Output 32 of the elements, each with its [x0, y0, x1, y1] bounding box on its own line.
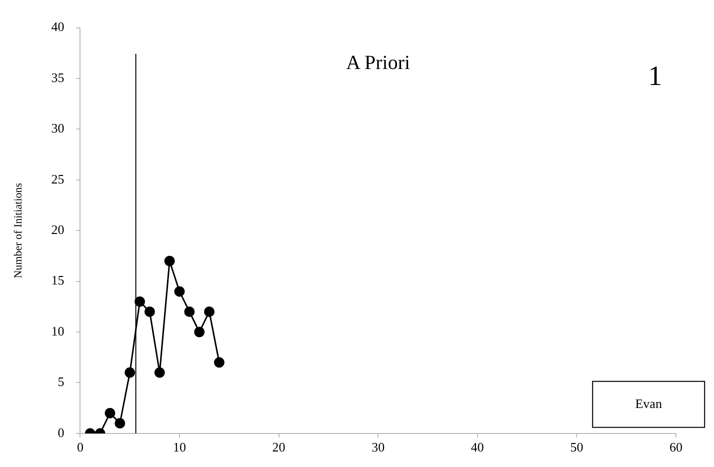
- y-tick-label: 15: [51, 272, 64, 288]
- point: [134, 296, 146, 307]
- y-tick-label: 40: [51, 19, 64, 34]
- point: [104, 408, 116, 418]
- annotation: 1: [648, 61, 662, 92]
- y-axis-title: Number of Initiations: [12, 182, 24, 278]
- y-tick-label: 10: [51, 323, 64, 338]
- point: [114, 418, 126, 429]
- y-tick-label: 20: [51, 222, 64, 238]
- x-tick-label: 0: [76, 440, 84, 455]
- point: [204, 306, 215, 317]
- annotation: A Priori: [346, 52, 410, 74]
- x-tick-label: 10: [173, 440, 186, 455]
- x-tick-label: 50: [570, 440, 584, 455]
- point: [154, 367, 165, 378]
- point: [124, 367, 136, 378]
- y-tick-label: 0: [58, 424, 64, 440]
- x-tick-label: 60: [670, 440, 682, 455]
- point: [184, 306, 195, 317]
- x-tick-label: 30: [372, 440, 385, 455]
- annotation: Evan: [635, 396, 662, 411]
- point: [214, 357, 224, 368]
- point: [164, 256, 175, 266]
- y-tick-label: 5: [58, 374, 64, 390]
- x-tick-label: 40: [470, 440, 484, 455]
- point: [174, 286, 185, 297]
- point: [194, 326, 205, 338]
- y-tick-label: 35: [51, 70, 64, 85]
- x-tick-label: 20: [272, 440, 286, 455]
- y-tick-label: 30: [51, 120, 64, 136]
- y-tick-label: 25: [51, 171, 64, 186]
- point: [144, 306, 155, 317]
